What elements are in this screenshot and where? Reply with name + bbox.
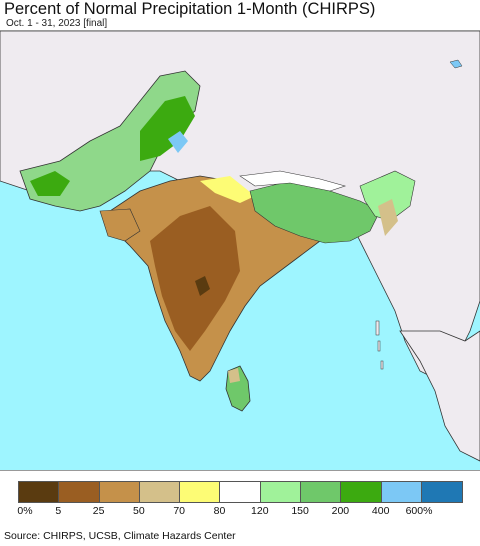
nepal-white — [239, 170, 347, 192]
legend-label-6: 120 — [251, 505, 269, 517]
tibet-lake — [449, 59, 463, 69]
india-very-dry-core — [150, 206, 240, 351]
legend-swatch-3 — [139, 482, 181, 502]
legend-label-0: 0% — [17, 505, 33, 517]
legend-swatch-10 — [421, 482, 463, 502]
legend-label-1: 5 — [55, 505, 62, 517]
map-subtitle: Oct. 1 - 31, 2023 [final] — [6, 18, 108, 29]
legend-swatch-2 — [99, 482, 140, 502]
legend-swatch-6 — [260, 482, 302, 502]
legend-swatch-4 — [180, 482, 221, 502]
legend-swatch-7 — [301, 482, 342, 502]
legend-swatch-8 — [341, 482, 382, 502]
legend-swatch-1 — [59, 482, 100, 502]
sri-lanka-north — [228, 368, 240, 383]
legend-label-7: 150 — [291, 505, 309, 517]
india-yellow-band — [200, 176, 255, 203]
legend-label-4: 70 — [173, 505, 186, 517]
legend-swatch-5 — [220, 482, 261, 502]
legend-label-5: 80 — [213, 505, 226, 517]
pakistan-wet-core — [140, 96, 195, 161]
india-driest-spots — [195, 276, 210, 296]
gujarat — [99, 208, 141, 242]
andaman-islands — [375, 320, 384, 370]
legend-label-8: 200 — [331, 505, 350, 517]
legend-labels: 0% 5 25 50 70 80 120 150 200 400 600% — [0, 505, 480, 519]
pakistan-wet-west — [30, 171, 70, 196]
source-credit: Source: CHIRPS, UCSB, Climate Hazards Ce… — [4, 530, 236, 542]
southeast-asia-land — [399, 330, 480, 462]
legend-swatch-0 — [19, 482, 60, 502]
northeast-india — [359, 170, 416, 222]
legend-label-3: 50 — [133, 505, 145, 517]
myanmar-border-dry — [378, 199, 398, 236]
legend-label-10: 600% — [405, 505, 433, 517]
legend-swatch-9 — [381, 482, 422, 502]
legend-label-9: 400 — [371, 505, 390, 517]
kashmir-blue — [168, 131, 188, 153]
legend-label-2: 25 — [92, 505, 105, 517]
map-title: Percent of Normal Precipitation 1-Month … — [4, 0, 376, 18]
precipitation-map — [0, 30, 480, 471]
legend-color-bar — [18, 481, 464, 503]
